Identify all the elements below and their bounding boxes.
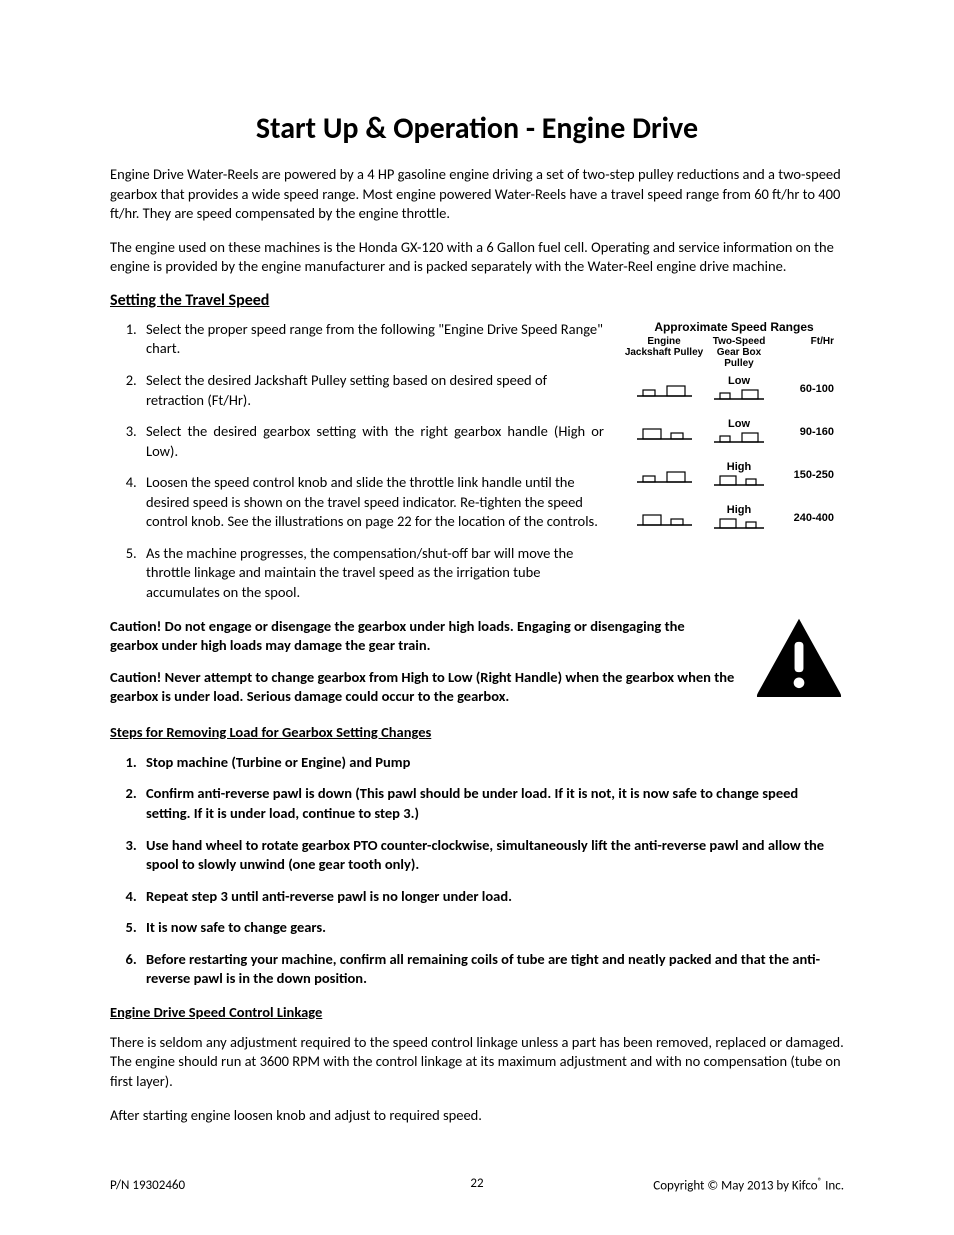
jackshaft-pulley-icon bbox=[624, 380, 704, 398]
chart-row: High 240-400 bbox=[624, 504, 844, 533]
gearbox-cell: Low bbox=[704, 418, 774, 447]
jackshaft-pulley-icon bbox=[624, 466, 704, 484]
caution-text: Caution! Do not engage or disengage the … bbox=[110, 617, 736, 719]
gearbox-pulley-icon bbox=[714, 387, 764, 401]
step-2: Select the desired Jackshaft Pulley sett… bbox=[140, 371, 604, 410]
step-1: Select the proper speed range from the f… bbox=[140, 320, 604, 359]
chart-row: Low 90-160 bbox=[624, 418, 844, 447]
gearbox-pulley-icon bbox=[714, 516, 764, 530]
travel-speed-steps: Select the proper speed range from the f… bbox=[110, 320, 604, 603]
chart-header-row: Engine Jackshaft Pulley Two-Speed Gear B… bbox=[624, 336, 844, 369]
jackshaft-pulley-icon bbox=[624, 423, 704, 441]
removal-step-6: Before restarting your machine, confirm … bbox=[140, 950, 844, 989]
removal-steps: Stop machine (Turbine or Engine) and Pum… bbox=[110, 753, 844, 989]
gearbox-cell: Low bbox=[704, 375, 774, 404]
two-column-region: Select the proper speed range from the f… bbox=[110, 320, 844, 617]
section-heading-travel-speed: Setting the Travel Speed bbox=[110, 291, 844, 310]
removal-step-5: It is now safe to change gears. bbox=[140, 918, 844, 938]
gearbox-label: Low bbox=[704, 418, 774, 430]
footer-page-number: 22 bbox=[110, 1176, 844, 1191]
gearbox-cell: High bbox=[704, 504, 774, 533]
page-title: Start Up & Operation - Engine Drive bbox=[110, 110, 844, 147]
removal-step-2: Confirm anti-reverse pawl is down (This … bbox=[140, 784, 844, 823]
chart-header-gearbox: Two-Speed Gear Box Pulley bbox=[704, 336, 774, 369]
steps-column: Select the proper speed range from the f… bbox=[110, 320, 604, 617]
caution-block: Caution! Do not engage or disengage the … bbox=[110, 617, 844, 719]
removal-heading: Steps for Removing Load for Gearbox Sett… bbox=[110, 723, 844, 741]
speed-range-chart: Approximate Speed Ranges Engine Jackshaf… bbox=[624, 320, 844, 617]
page: Start Up & Operation - Engine Drive Engi… bbox=[0, 0, 954, 1235]
chart-header-jackshaft: Engine Jackshaft Pulley bbox=[624, 336, 704, 369]
speed-range: 150-250 bbox=[774, 469, 838, 481]
speed-range: 60-100 bbox=[774, 383, 838, 395]
linkage-paragraph-2: After starting engine loosen knob and ad… bbox=[110, 1106, 844, 1126]
gearbox-pulley-icon bbox=[714, 430, 764, 444]
step-4: Loosen the speed control knob and slide … bbox=[140, 473, 604, 532]
step-3: Select the desired gearbox setting with … bbox=[140, 422, 604, 461]
speed-range: 240-400 bbox=[774, 512, 838, 524]
linkage-paragraph-1: There is seldom any adjustment required … bbox=[110, 1033, 844, 1092]
chart-row: High 150-250 bbox=[624, 461, 844, 490]
gearbox-label: Low bbox=[704, 375, 774, 387]
caution-2: Caution! Never attempt to change gearbox… bbox=[110, 668, 736, 707]
chart-header-fthr: Ft/Hr bbox=[774, 336, 838, 369]
chart-title: Approximate Speed Ranges bbox=[624, 320, 844, 334]
caution-1: Caution! Do not engage or disengage the … bbox=[110, 617, 736, 656]
removal-step-3: Use hand wheel to rotate gearbox PTO cou… bbox=[140, 836, 844, 875]
step-5: As the machine progresses, the compensat… bbox=[140, 544, 604, 603]
gearbox-pulley-icon bbox=[714, 473, 764, 487]
gearbox-label: High bbox=[704, 504, 774, 516]
chart-row: Low 60-100 bbox=[624, 375, 844, 404]
gearbox-cell: High bbox=[704, 461, 774, 490]
removal-step-4: Repeat step 3 until anti-reverse pawl is… bbox=[140, 887, 844, 907]
speed-range: 90-160 bbox=[774, 426, 838, 438]
gearbox-label: High bbox=[704, 461, 774, 473]
removal-step-1: Stop machine (Turbine or Engine) and Pum… bbox=[140, 753, 844, 773]
warning-icon bbox=[754, 617, 844, 697]
intro-paragraph-2: The engine used on these machines is the… bbox=[110, 238, 844, 277]
intro-paragraph-1: Engine Drive Water-Reels are powered by … bbox=[110, 165, 844, 224]
jackshaft-pulley-icon bbox=[624, 509, 704, 527]
linkage-heading: Engine Drive Speed Control Linkage bbox=[110, 1003, 844, 1021]
page-footer: P/N 19302460 22 Copyright © May 2013 by … bbox=[110, 1176, 844, 1193]
